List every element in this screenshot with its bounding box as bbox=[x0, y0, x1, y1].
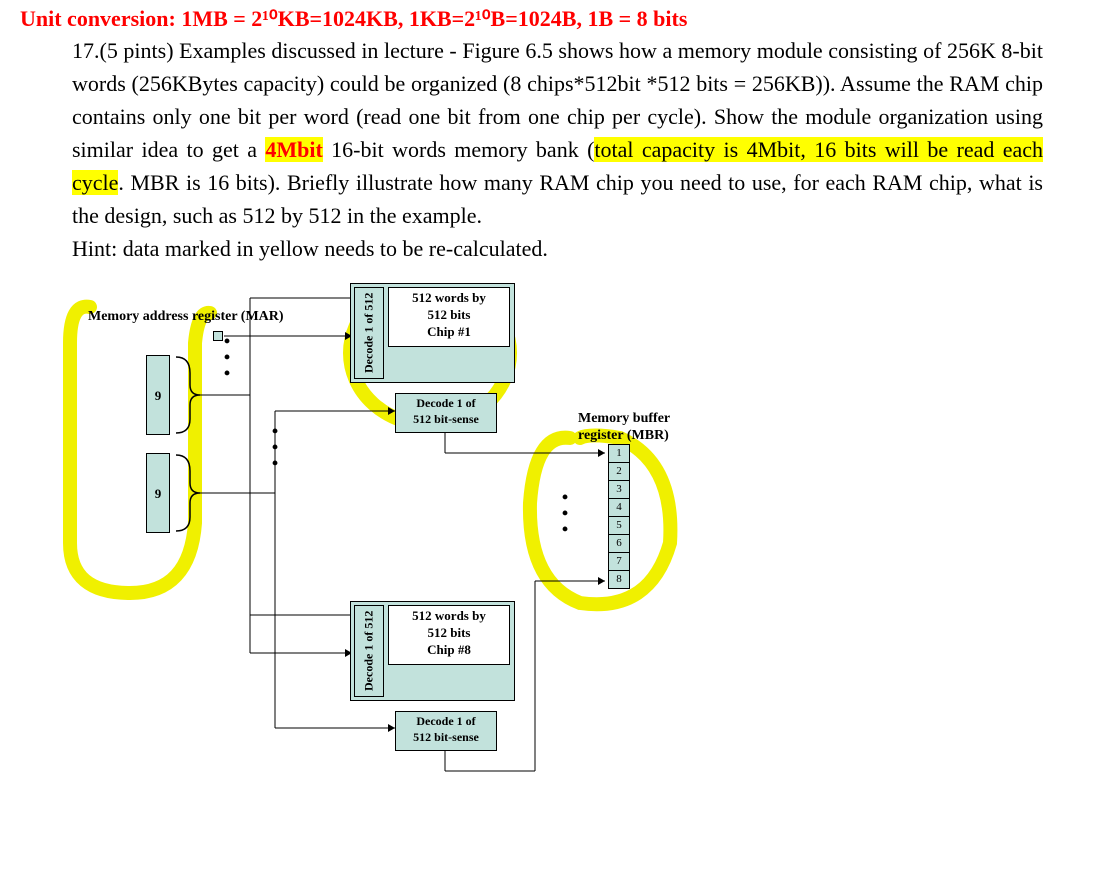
chip-8-decode-v: Decode 1 of 512 bbox=[354, 605, 384, 697]
question-body-3: . MBR is 16 bits). Briefly illustrate ho… bbox=[72, 170, 1043, 228]
brace-upper bbox=[176, 357, 200, 433]
mbr-cell: 5 bbox=[608, 516, 630, 535]
dots-mbr: ••• bbox=[560, 489, 570, 538]
question-text: 17.(5 pints) Examples discussed in lectu… bbox=[72, 34, 1043, 265]
mbr-cell: 1 bbox=[608, 444, 630, 463]
chip-1-decode-h: Decode 1 of 512 bit-sense bbox=[395, 393, 497, 433]
chip-1-decode-v: Decode 1 of 512 bbox=[354, 287, 384, 379]
dots-mar-top: ••• bbox=[222, 333, 232, 382]
mbr-cell: 3 bbox=[608, 480, 630, 499]
highlight-4mbit: 4Mbit bbox=[265, 137, 322, 162]
chip-8-decode-h: Decode 1 of 512 bit-sense bbox=[395, 711, 497, 751]
chip-8-box: 512 words by 512 bits Chip #8 bbox=[388, 605, 510, 665]
mbr-label: Memory bufferregister (MBR) bbox=[578, 411, 670, 445]
mbr-cell: 8 bbox=[608, 570, 630, 589]
question-points: (5 pints) bbox=[100, 38, 174, 63]
question-hint: Hint: data marked in yellow needs to be … bbox=[72, 232, 1043, 265]
question-number: 17. bbox=[72, 38, 100, 63]
unit-conversion-header: Unit conversion: 1MB = 2¹⁰KB=1024KB, 1KB… bbox=[20, 6, 1073, 32]
memory-diagram: Memory address register (MAR) 9 9 bbox=[60, 283, 760, 803]
mbr-cell: 4 bbox=[608, 498, 630, 517]
brace-lower bbox=[176, 455, 200, 531]
chip-1-box: 512 words by 512 bits Chip #1 bbox=[388, 287, 510, 347]
mbr-register: 1 2 3 4 5 6 7 8 bbox=[608, 445, 630, 589]
mbr-cell: 6 bbox=[608, 534, 630, 553]
question-body-2: 16-bit words memory bank ( bbox=[323, 137, 595, 162]
mbr-cell: 7 bbox=[608, 552, 630, 571]
mbr-cell: 2 bbox=[608, 462, 630, 481]
dots-mar-mid: ••• bbox=[270, 423, 280, 472]
